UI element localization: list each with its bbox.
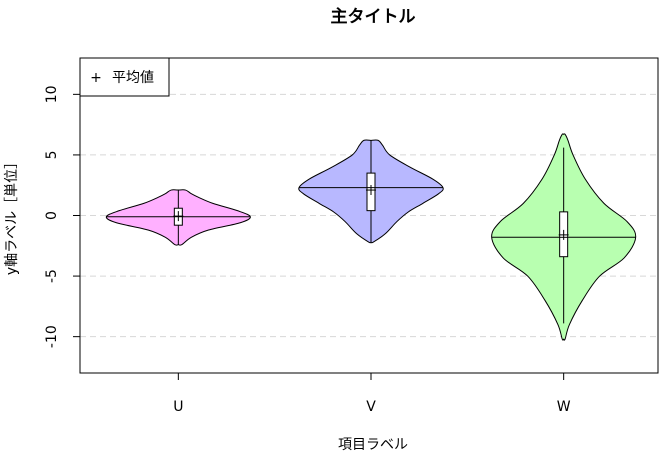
legend-label: 平均値 xyxy=(112,70,154,86)
violin-V xyxy=(298,139,444,244)
y-tick-label: -5 xyxy=(44,269,60,283)
y-axis-label: y軸ラベル［単位］ xyxy=(4,155,20,275)
x-tick-label: W xyxy=(557,399,571,415)
legend-box xyxy=(79,57,170,97)
x-axis-label: 項目ラベル xyxy=(338,437,408,453)
y-tick-label: 10 xyxy=(44,85,60,103)
legend: + 平均値 xyxy=(79,57,170,97)
violin-W xyxy=(491,133,637,341)
violin-U xyxy=(105,189,251,246)
y-axis: -10 -5 0 5 10 xyxy=(44,85,81,348)
plot-area xyxy=(105,133,637,341)
x-tick-label: U xyxy=(173,399,183,415)
chart-title: 主タイトル xyxy=(331,6,416,27)
x-axis: U V W xyxy=(173,372,571,415)
y-tick-label: -10 xyxy=(44,325,60,348)
legend-symbol: + xyxy=(90,70,102,86)
y-tick-label: 0 xyxy=(44,211,60,220)
y-tick-label: 5 xyxy=(44,150,60,159)
x-tick-label: V xyxy=(366,399,376,415)
